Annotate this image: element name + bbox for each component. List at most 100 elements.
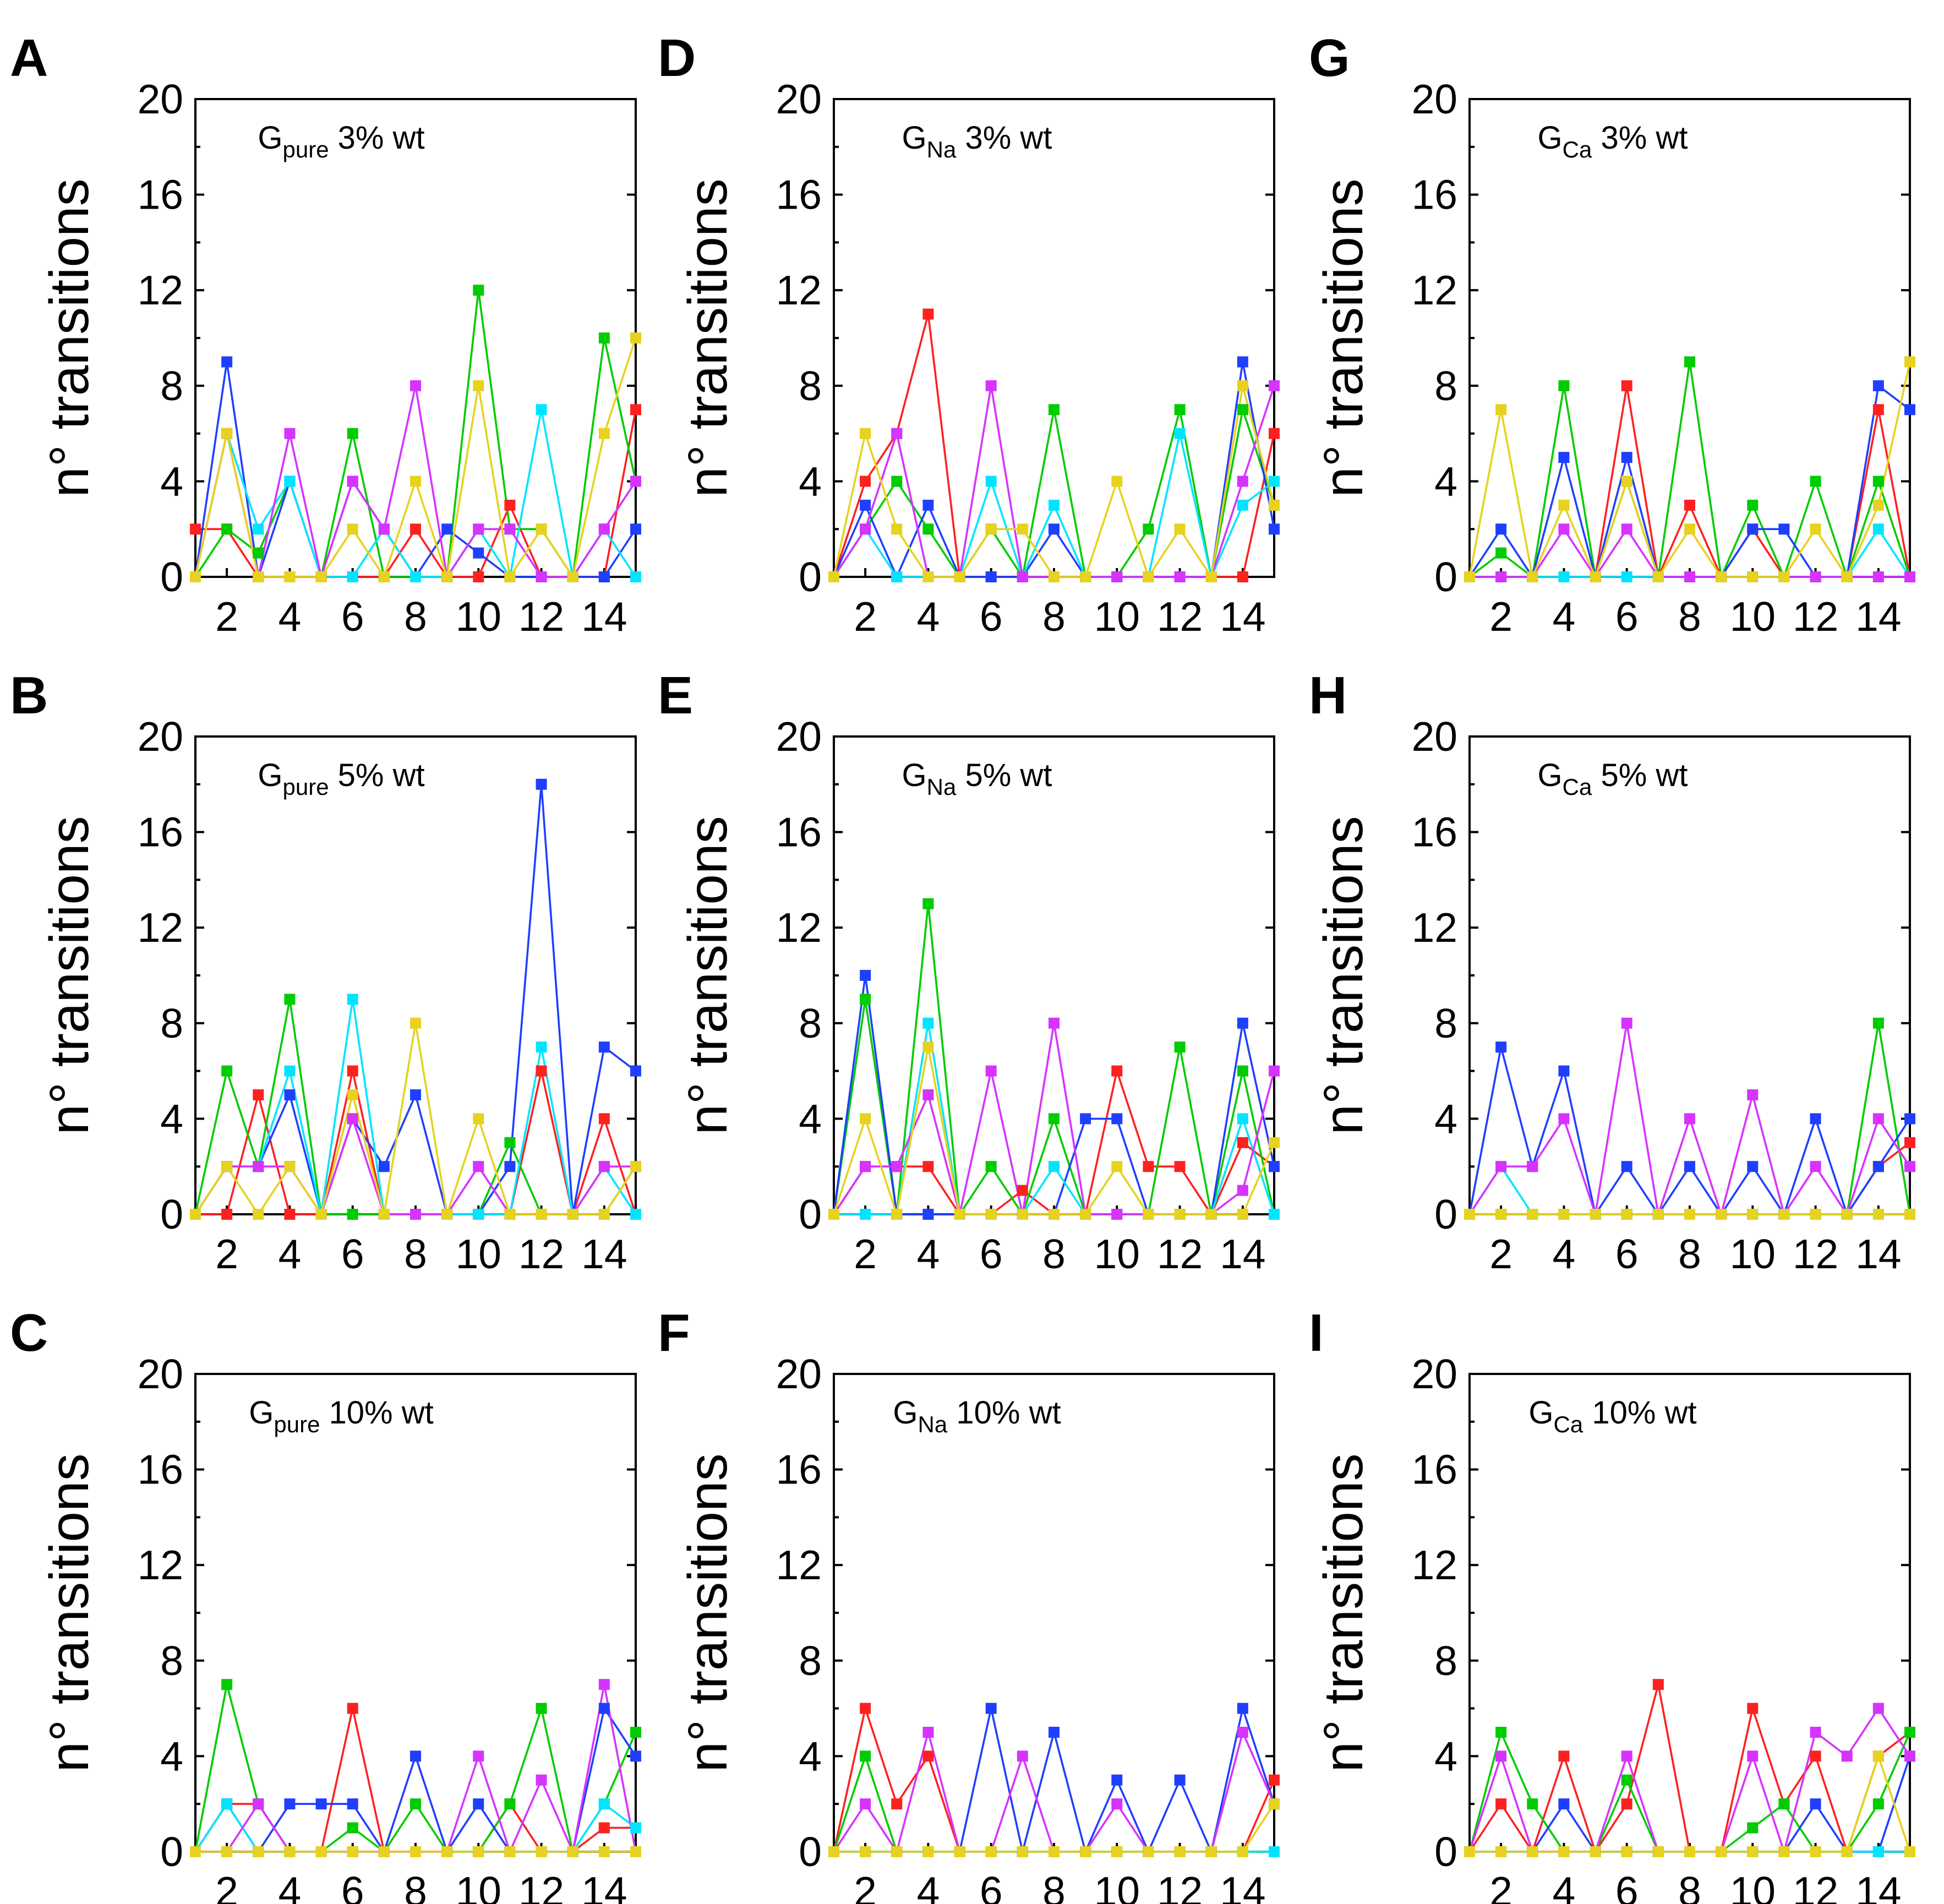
data-point-yellow bbox=[1143, 571, 1154, 582]
data-point-cyan bbox=[1174, 428, 1186, 439]
data-point-cyan bbox=[1237, 1113, 1248, 1125]
y-tick-label: 16 bbox=[776, 172, 822, 218]
panel-title-main: G bbox=[249, 1395, 274, 1431]
x-tick-label: 2 bbox=[854, 1868, 877, 1904]
data-point-yellow bbox=[567, 1209, 578, 1220]
data-point-blue bbox=[598, 1703, 610, 1714]
y-tick-label: 12 bbox=[776, 1542, 822, 1588]
x-tick-label: 12 bbox=[518, 593, 564, 640]
data-point-green bbox=[1174, 1041, 1186, 1053]
data-point-yellow bbox=[1205, 1846, 1217, 1857]
data-point-green bbox=[1904, 1727, 1915, 1738]
y-tick-label: 4 bbox=[160, 1095, 183, 1142]
x-tick-label: 12 bbox=[1793, 1868, 1838, 1904]
data-point-green bbox=[1621, 1774, 1632, 1786]
data-point-cyan bbox=[347, 994, 358, 1005]
data-point-yellow bbox=[1143, 1209, 1154, 1220]
data-point-magenta bbox=[1111, 1209, 1123, 1220]
y-tick-label: 4 bbox=[799, 1095, 822, 1142]
data-point-magenta bbox=[473, 523, 484, 535]
data-point-blue bbox=[1269, 1161, 1280, 1172]
data-point-blue bbox=[1904, 1113, 1915, 1125]
data-point-yellow bbox=[378, 571, 390, 582]
series-line-red bbox=[1468, 1684, 1911, 1855]
plot-area bbox=[1468, 735, 1911, 1215]
panel-title-subscript: Ca bbox=[1563, 774, 1592, 800]
series-line-yellow bbox=[194, 337, 637, 580]
x-tick-label: 4 bbox=[279, 1868, 302, 1904]
panel-title-main: G bbox=[902, 757, 927, 793]
x-tick-label: 2 bbox=[215, 1868, 238, 1904]
data-point-yellow bbox=[284, 571, 296, 582]
panel-letter: E bbox=[658, 666, 693, 725]
data-point-magenta bbox=[1495, 1750, 1507, 1762]
data-point-green bbox=[1495, 1727, 1507, 1738]
data-point-green bbox=[347, 1209, 358, 1220]
y-tick-label: 8 bbox=[160, 1638, 183, 1684]
data-point-yellow bbox=[1810, 1846, 1821, 1857]
series-line-magenta bbox=[195, 1684, 637, 1856]
data-point-magenta bbox=[1049, 1017, 1060, 1029]
y-tick-label: 16 bbox=[1412, 1447, 1457, 1493]
y-tick-label: 0 bbox=[799, 554, 822, 600]
data-point-green bbox=[1049, 1113, 1060, 1125]
series-group bbox=[190, 285, 641, 582]
data-point-yellow bbox=[315, 1846, 327, 1857]
data-point-magenta bbox=[1747, 1089, 1759, 1100]
data-point-green bbox=[1237, 404, 1248, 416]
y-tick-label: 16 bbox=[1412, 809, 1457, 855]
data-point-yellow bbox=[1049, 1209, 1060, 1220]
data-point-yellow bbox=[860, 428, 871, 439]
panel-title-rest: 10% wt bbox=[947, 1395, 1061, 1431]
data-point-blue bbox=[1558, 1065, 1570, 1077]
series-line-blue bbox=[194, 1706, 637, 1854]
data-point-yellow bbox=[1527, 1209, 1538, 1220]
data-point-blue bbox=[1747, 523, 1759, 535]
data-point-yellow bbox=[891, 1846, 903, 1857]
panel-letter: B bbox=[10, 666, 48, 725]
data-point-green bbox=[985, 1161, 997, 1172]
data-point-yellow bbox=[1269, 1798, 1280, 1810]
y-axis-label: n° transitions bbox=[39, 816, 100, 1134]
data-point-blue bbox=[473, 547, 484, 559]
y-tick-label: 20 bbox=[1412, 713, 1457, 760]
data-point-cyan bbox=[1558, 571, 1570, 582]
data-point-yellow bbox=[1269, 1137, 1280, 1148]
data-point-red bbox=[598, 1822, 610, 1834]
data-point-green bbox=[1778, 1798, 1790, 1810]
data-point-yellow bbox=[828, 1209, 839, 1220]
data-point-green bbox=[1684, 356, 1695, 368]
data-point-red bbox=[1143, 1161, 1154, 1172]
data-point-yellow bbox=[504, 571, 516, 582]
data-point-magenta bbox=[1111, 571, 1123, 582]
panel-title-rest: 5% wt bbox=[329, 757, 425, 793]
data-point-magenta bbox=[347, 1113, 358, 1125]
x-tick-label: 6 bbox=[980, 1868, 1003, 1904]
data-point-magenta bbox=[1841, 1750, 1853, 1762]
data-point-yellow bbox=[473, 1846, 484, 1857]
data-point-green bbox=[253, 547, 264, 559]
data-point-cyan bbox=[347, 571, 358, 582]
y-tick-label: 12 bbox=[1412, 1542, 1457, 1588]
data-point-green bbox=[1495, 547, 1507, 559]
series-group bbox=[1464, 1017, 1915, 1220]
data-point-blue bbox=[1111, 1774, 1123, 1786]
panel-title-subscript: pure bbox=[274, 1411, 320, 1437]
data-point-blue bbox=[598, 1041, 610, 1053]
plot-area bbox=[833, 735, 1275, 1215]
data-point-blue bbox=[1111, 1113, 1123, 1125]
data-point-red bbox=[190, 523, 201, 535]
data-point-magenta bbox=[598, 1161, 610, 1172]
data-point-yellow bbox=[1684, 1846, 1695, 1857]
x-tick-label: 14 bbox=[581, 1231, 627, 1277]
data-point-yellow bbox=[1652, 571, 1664, 582]
data-point-blue bbox=[1621, 1161, 1632, 1172]
data-point-yellow bbox=[1464, 1209, 1475, 1220]
data-point-magenta bbox=[1017, 571, 1028, 582]
data-point-blue bbox=[1495, 1041, 1507, 1053]
y-tick-label: 4 bbox=[1434, 458, 1457, 504]
y-tick-label: 8 bbox=[1434, 1638, 1457, 1684]
